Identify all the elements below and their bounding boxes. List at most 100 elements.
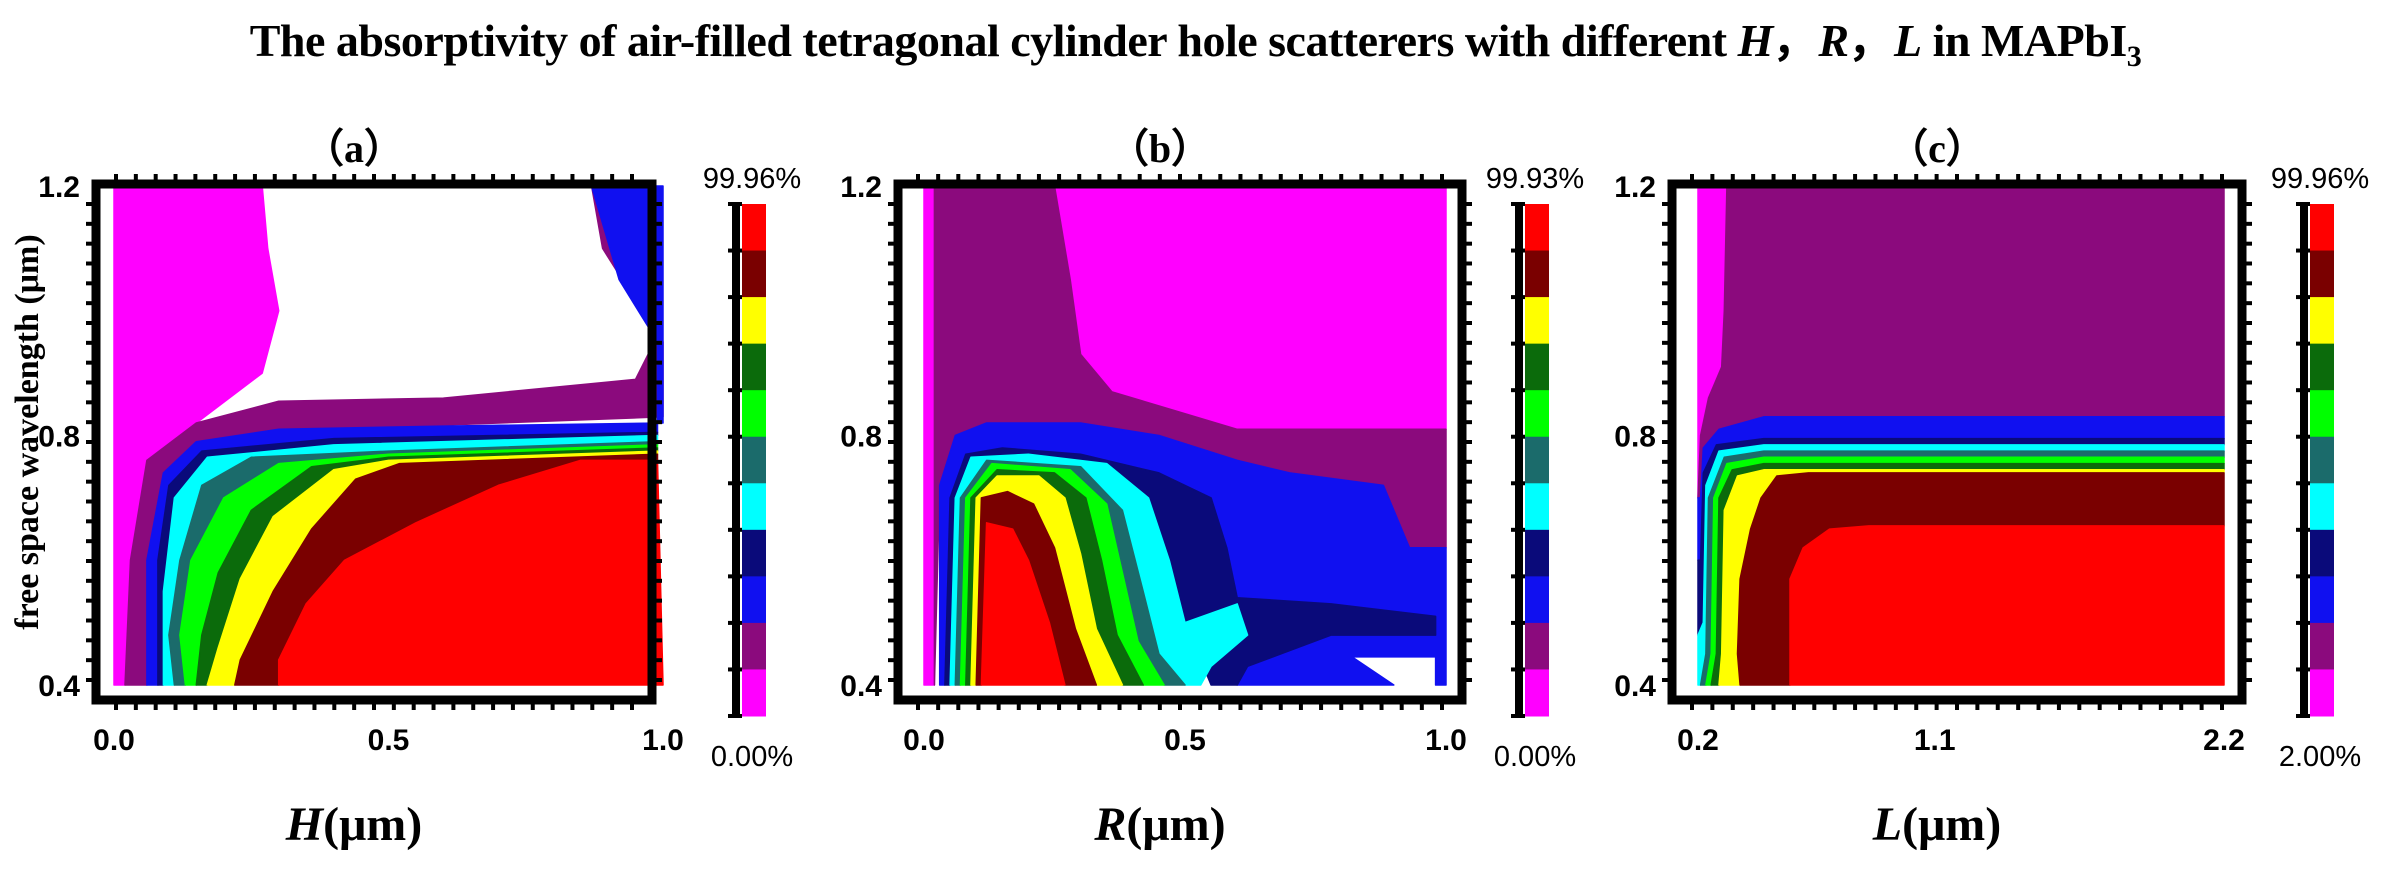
x-tick-label: 2.2: [2203, 724, 2245, 757]
title-material: in MAPbI: [1921, 15, 2128, 66]
colorbar-min-label: 0.00%: [1494, 741, 1576, 773]
colorbar-min-label: 2.00%: [2279, 741, 2361, 773]
colorbar-swatch-purple: [2310, 622, 2334, 670]
contour-regions: [113, 185, 664, 686]
panel-a: 0.4 0.8 1.2 0.0 0.5 1.0 （a） H(μm) 99.96% 0.00%: [38, 126, 801, 851]
x-axis-label: L(μm): [1872, 798, 2002, 851]
colorbar-swatch-cyan: [2310, 483, 2334, 531]
colorbar-max-label: 99.93%: [1486, 163, 1584, 195]
colorbar-swatch-darkred: [1525, 250, 1549, 298]
x-tick-label: 1.0: [1425, 724, 1467, 757]
colorbar-swatch-teal: [2310, 436, 2334, 484]
colorbar-swatch-green: [2310, 390, 2334, 438]
frame-ticks: [1662, 174, 2252, 710]
colorbar-swatch-magenta: [2310, 669, 2334, 717]
y-tick-label: 0.8: [1614, 421, 1656, 454]
title-var-h: H: [1737, 15, 1774, 66]
colorbar-swatch-yellow: [1525, 297, 1549, 345]
colorbar-swatch-navy: [742, 529, 766, 577]
title-sep-2: ，: [1848, 15, 1895, 66]
colorbar-min-label: 0.00%: [711, 741, 793, 773]
colorbar-swatch-purple: [742, 622, 766, 670]
region-red: [277, 459, 664, 686]
region-red: [1789, 525, 2225, 686]
y-tick-label: 1.2: [840, 171, 882, 204]
colorbar-swatch-blue: [2310, 576, 2334, 624]
colorbar-swatch-green: [742, 390, 766, 438]
colorbar-swatch-yellow: [2310, 297, 2334, 345]
panel-label: （b）: [1109, 126, 1211, 171]
colorbar-max-label: 99.96%: [703, 163, 801, 195]
x-axis-unit: (μm): [1902, 798, 2001, 851]
panel-label: （c）: [1888, 126, 1986, 171]
contour-regions: [1697, 185, 2225, 686]
x-tick-label: 0.2: [1677, 724, 1719, 757]
x-tick-label: 0.5: [1164, 724, 1206, 757]
x-axis-variable: R: [1093, 798, 1126, 851]
x-tick-label: 0.5: [368, 724, 410, 757]
colorbar-swatch-magenta: [742, 669, 766, 717]
panel-label: （a）: [304, 126, 404, 171]
title-var-l: L: [1894, 15, 1922, 66]
y-tick-label: 0.4: [1614, 670, 1656, 703]
colorbar-swatch-navy: [1525, 529, 1549, 577]
colorbar-swatch-darkgreen: [2310, 343, 2334, 391]
colorbar-swatch-darkred: [2310, 250, 2334, 298]
x-axis-variable: L: [1872, 798, 1902, 851]
figure-title: The absorptivity of air-filled tetragona…: [0, 4, 2391, 74]
panel-c: 0.4 0.8 1.2 0.2 1.1 2.2 （c） L(μm) 99.96% 2.00%: [1614, 126, 2369, 851]
x-axis-label: H(μm): [285, 798, 423, 851]
colorbar-swatch-blue: [1525, 576, 1549, 624]
colorbar: 99.96% 2.00%: [2271, 163, 2369, 773]
title-prefix: The absorptivity of air-filled tetragona…: [249, 15, 1738, 66]
colorbar-max-label: 99.96%: [2271, 163, 2369, 195]
x-axis-unit: (μm): [323, 798, 422, 851]
colorbar-swatch-cyan: [1525, 483, 1549, 531]
y-tick-label: 0.4: [38, 670, 80, 703]
colorbar: 99.93% 0.00%: [1486, 163, 1584, 773]
contour-regions: [923, 185, 1447, 686]
title-sep-1: ，: [1772, 15, 1819, 66]
y-tick-label: 0.8: [38, 421, 80, 454]
colorbar-swatch-blue: [742, 576, 766, 624]
y-tick-label: 1.2: [1614, 171, 1656, 204]
y-tick-label: 0.8: [840, 421, 882, 454]
title-subscript: 3: [2126, 40, 2142, 74]
colorbar-swatch-red: [2310, 204, 2334, 252]
colorbar-swatch-darkgreen: [1525, 343, 1549, 391]
colorbar-swatch-darkgreen: [742, 343, 766, 391]
colorbar: 99.96% 0.00%: [703, 163, 801, 773]
colorbar-swatch-navy: [2310, 529, 2334, 577]
colorbar-swatch-green: [1525, 390, 1549, 438]
plot-frame: [893, 179, 1467, 705]
plot-frame: [91, 179, 657, 705]
x-axis-label: R(μm): [1093, 798, 1225, 851]
plot-frame: [1667, 179, 2247, 705]
x-axis-variable: H: [285, 798, 325, 851]
y-axis-label: free space wavelength (μm): [9, 234, 46, 629]
x-axis-unit: (μm): [1126, 798, 1225, 851]
colorbar-swatch-red: [742, 204, 766, 252]
x-tick-label: 0.0: [903, 724, 945, 757]
colorbar-swatch-teal: [1525, 436, 1549, 484]
colorbar-swatch-purple: [1525, 622, 1549, 670]
y-tick-label: 0.4: [840, 670, 882, 703]
colorbar-swatch-teal: [742, 436, 766, 484]
panel-b: 0.4 0.8 1.2 0.0 0.5 1.0 （b） R(μm) 99.93% 0.00%: [840, 126, 1584, 851]
region-blue: [146, 185, 664, 686]
x-tick-label: 1.0: [642, 724, 684, 757]
frame-ticks: [86, 174, 662, 710]
colorbar-swatch-darkred: [742, 250, 766, 298]
region-magenta-left: [923, 185, 936, 686]
title-var-r: R: [1818, 15, 1849, 66]
colorbar-swatch-yellow: [742, 297, 766, 345]
region-red: [980, 522, 1066, 686]
frame-ticks: [888, 174, 1472, 710]
x-tick-label: 0.0: [93, 724, 135, 757]
colorbar-swatch-red: [1525, 204, 1549, 252]
y-tick-label: 1.2: [38, 171, 80, 204]
colorbar-swatch-cyan: [742, 483, 766, 531]
x-tick-label: 1.1: [1914, 724, 1956, 757]
colorbar-swatch-magenta: [1525, 669, 1549, 717]
